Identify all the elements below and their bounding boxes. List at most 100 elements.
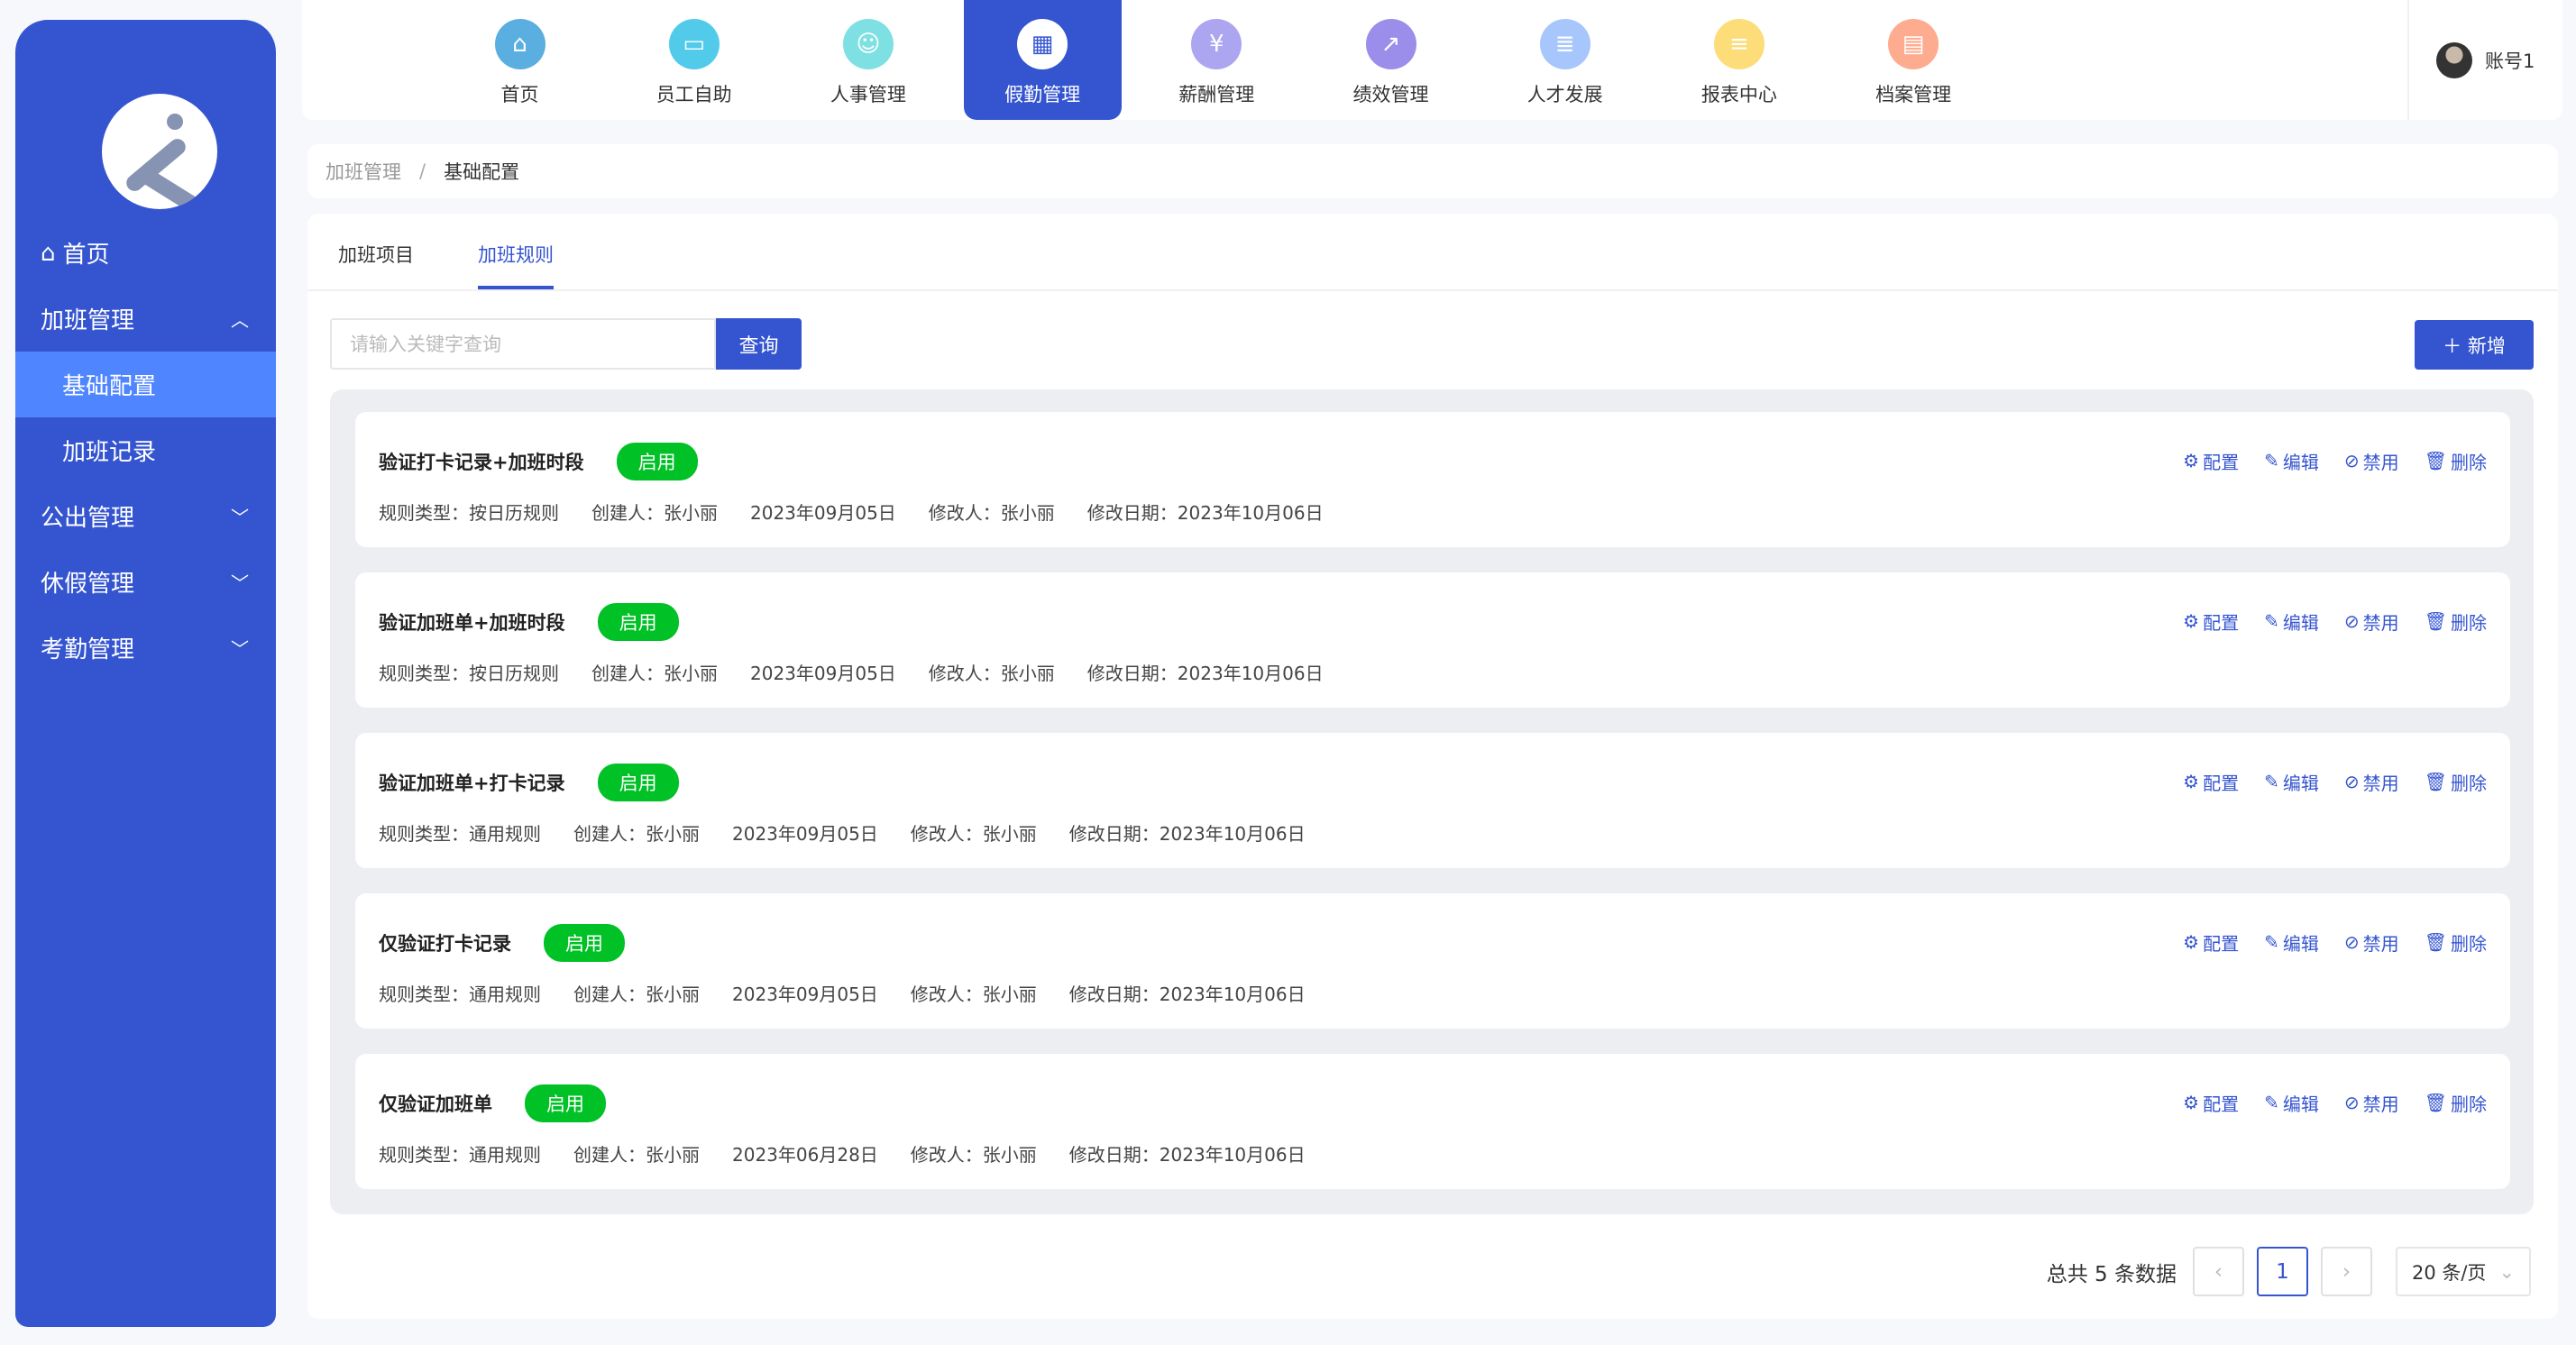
rule-actions: ⚙ 配置 ✎ 编辑 ⊘ 禁用 🗑 删除 xyxy=(2183,924,2487,960)
disable-button[interactable]: ⊘ 禁用 xyxy=(2344,448,2399,474)
edit-button[interactable]: ✎ 编辑 xyxy=(2264,1090,2319,1116)
nav-item-label: 绩效管理 xyxy=(1352,84,1429,105)
gear-icon: ⚙ xyxy=(2183,771,2200,792)
sidebar-item[interactable]: 基础配置 xyxy=(15,352,276,417)
nav-item[interactable]: ¥ 薪酬管理 xyxy=(1138,0,1296,120)
disable-label: 禁用 xyxy=(2362,1093,2399,1115)
sidebar-item[interactable]: 加班记录 xyxy=(15,417,276,483)
edit-label: 编辑 xyxy=(2282,1093,2319,1115)
delete-button[interactable]: 🗑 删除 xyxy=(2425,448,2487,474)
rule-name: 验证加班单+加班时段 xyxy=(379,612,565,634)
search-input[interactable] xyxy=(330,318,716,370)
rule-meta: 规则类型：按日历规则 创建人：张小丽 2023年09月05日 修改人：张小丽 修改日期：… xyxy=(379,499,1324,525)
account-menu[interactable]: 账号1 xyxy=(2407,0,2562,120)
nav-item-label: 首页 xyxy=(500,84,539,105)
prev-page-button[interactable]: ‹ xyxy=(2193,1247,2244,1296)
status-badge: 启用 xyxy=(616,443,698,480)
delete-label: 删除 xyxy=(2451,611,2487,634)
nav-item[interactable]: ▭ 员工自助 xyxy=(615,0,773,120)
nav-item[interactable]: ☺ 人事管理 xyxy=(789,0,947,120)
config-label: 配置 xyxy=(2203,451,2240,473)
disable-button[interactable]: ⊘ 禁用 xyxy=(2344,608,2399,635)
sidebar-item[interactable]: 加班管理 ︿ xyxy=(15,286,276,352)
nav-item[interactable]: ▦ 假勤管理 xyxy=(963,0,1122,120)
config-button[interactable]: ⚙ 配置 xyxy=(2183,448,2239,474)
sidebar-item[interactable]: 公出管理 ﹀ xyxy=(15,483,276,549)
breadcrumb-current: 基础配置 xyxy=(444,161,520,183)
disable-label: 禁用 xyxy=(2362,772,2399,794)
sidebar-item[interactable]: 休假管理 ﹀ xyxy=(15,549,276,615)
pagination: 总共 5 条数据 ‹ 1 › 20 条/页 ⌄ xyxy=(2047,1247,2531,1296)
gear-icon: ⚙ xyxy=(2183,450,2200,471)
delete-button[interactable]: 🗑 删除 xyxy=(2425,608,2487,635)
tab-bar: 加班项目 加班规则 xyxy=(307,214,2558,291)
edit-button[interactable]: ✎ 编辑 xyxy=(2264,608,2319,635)
sidebar-item-label: 公出管理 xyxy=(41,505,135,532)
chevron-up-icon: ︿ xyxy=(231,309,249,331)
rule-modifier: 修改人：张小丽 xyxy=(910,984,1037,1005)
nav-item-label: 档案管理 xyxy=(1875,84,1952,105)
config-button[interactable]: ⚙ 配置 xyxy=(2183,1090,2239,1116)
rule-name: 仅验证加班单 xyxy=(379,1093,492,1115)
add-button[interactable]: ＋ 新增 xyxy=(2415,320,2534,370)
nav-item[interactable]: ↗ 绩效管理 xyxy=(1312,0,1470,120)
edit-button[interactable]: ✎ 编辑 xyxy=(2264,769,2319,795)
delete-button[interactable]: 🗑 删除 xyxy=(2425,1090,2487,1116)
rule-creator: 创建人：张小丽 xyxy=(573,1144,700,1166)
edit-button[interactable]: ✎ 编辑 xyxy=(2264,448,2319,474)
query-button[interactable]: 查询 xyxy=(716,318,802,370)
edit-icon: ✎ xyxy=(2264,931,2279,953)
nav-item[interactable]: ⌂ 首页 xyxy=(441,0,599,120)
next-page-button[interactable]: › xyxy=(2321,1247,2372,1296)
nav-item[interactable]: ≡ 报表中心 xyxy=(1660,0,1818,120)
config-button[interactable]: ⚙ 配置 xyxy=(2183,929,2239,956)
rule-creator: 创建人：张小丽 xyxy=(591,502,718,524)
delete-button[interactable]: 🗑 删除 xyxy=(2425,769,2487,795)
sidebar-item[interactable]: ⌂ 首页 xyxy=(15,220,276,286)
rule-card: 仅验证加班单 启用 规则类型：通用规则 创建人：张小丽 2023年06月28日 修改人：张… xyxy=(355,1054,2510,1189)
tab-overtime-items[interactable]: 加班项目 xyxy=(338,244,414,266)
rule-card: 验证加班单+打卡记录 启用 规则类型：通用规则 创建人：张小丽 2023年09月05日 修… xyxy=(355,733,2510,868)
rule-modified: 修改日期：2023年10月06日 xyxy=(1086,502,1324,524)
delete-button[interactable]: 🗑 删除 xyxy=(2425,929,2487,956)
report-icon: ≡ xyxy=(1713,19,1765,69)
trash-icon: 🗑 xyxy=(2424,610,2447,632)
sidebar-item[interactable]: 考勤管理 ﹀ xyxy=(15,615,276,681)
rule-name: 验证打卡记录+加班时段 xyxy=(379,452,584,473)
page-size-select[interactable]: 20 条/页 ⌄ xyxy=(2396,1247,2531,1296)
edit-label: 编辑 xyxy=(2282,451,2319,473)
person-icon: ☺ xyxy=(842,19,894,69)
nav-item-label: 员工自助 xyxy=(655,84,732,105)
disable-button[interactable]: ⊘ 禁用 xyxy=(2344,769,2399,795)
breadcrumb-parent[interactable]: 加班管理 xyxy=(325,161,401,183)
monitor-icon: ▭ xyxy=(668,19,720,69)
nav-item[interactable]: ▤ 档案管理 xyxy=(1835,0,1993,120)
gear-icon: ⚙ xyxy=(2183,931,2200,953)
chevron-down-icon: ﹀ xyxy=(231,638,249,660)
edit-icon: ✎ xyxy=(2264,771,2279,792)
rule-modified: 修改日期：2023年10月06日 xyxy=(1068,1144,1306,1166)
nav-item[interactable]: ≣ 人才发展 xyxy=(1486,0,1644,120)
config-button[interactable]: ⚙ 配置 xyxy=(2183,608,2239,635)
avatar xyxy=(2436,41,2472,78)
page-1-button[interactable]: 1 xyxy=(2257,1247,2308,1296)
rule-created: 2023年06月28日 xyxy=(732,1144,878,1166)
edit-icon: ✎ xyxy=(2264,450,2279,471)
config-label: 配置 xyxy=(2203,611,2240,634)
chevron-left-icon: ‹ xyxy=(2214,1259,2223,1284)
document-icon: ≣ xyxy=(1539,19,1591,69)
rule-card: 仅验证打卡记录 启用 规则类型：通用规则 创建人：张小丽 2023年09月05日 修改人：… xyxy=(355,893,2510,1029)
yen-icon: ¥ xyxy=(1191,19,1242,69)
ban-icon: ⊘ xyxy=(2343,771,2360,792)
total-count: 总共 5 条数据 xyxy=(2046,1262,2177,1286)
disable-button[interactable]: ⊘ 禁用 xyxy=(2344,1090,2399,1116)
rule-title-row: 仅验证加班单 启用 xyxy=(379,1084,606,1122)
status-badge: 启用 xyxy=(597,764,679,801)
gear-icon: ⚙ xyxy=(2183,1092,2200,1113)
config-button[interactable]: ⚙ 配置 xyxy=(2183,769,2239,795)
rule-modified: 修改日期：2023年10月06日 xyxy=(1068,984,1306,1005)
edit-button[interactable]: ✎ 编辑 xyxy=(2264,929,2319,956)
rule-actions: ⚙ 配置 ✎ 编辑 ⊘ 禁用 🗑 删除 xyxy=(2183,443,2487,479)
disable-button[interactable]: ⊘ 禁用 xyxy=(2344,929,2399,956)
tab-overtime-rules[interactable]: 加班规则 xyxy=(478,241,554,289)
